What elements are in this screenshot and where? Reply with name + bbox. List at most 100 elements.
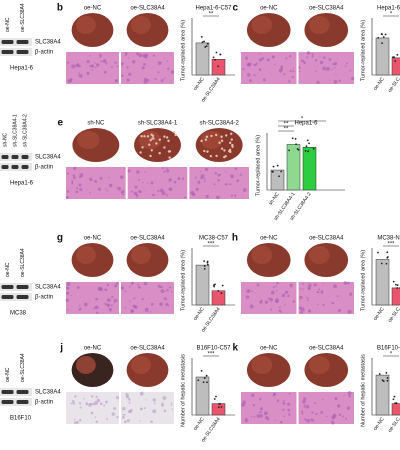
liver-lobe	[309, 16, 330, 34]
histology-cell	[121, 74, 124, 77]
histology-cell	[301, 410, 304, 413]
histology-cell	[343, 281, 347, 285]
group-label: oe-NC	[84, 6, 102, 12]
group-label: oe-NC	[260, 236, 278, 242]
data-dot	[288, 149, 291, 152]
tumor-nodule	[215, 154, 218, 158]
histology-cell	[106, 190, 109, 192]
histology-cell	[322, 282, 324, 285]
histology-cell	[259, 411, 262, 414]
histology-cell	[204, 167, 209, 172]
row-label: β-actin	[35, 295, 53, 301]
histology-cell	[289, 283, 293, 288]
histology-cell	[128, 401, 131, 404]
data-dot	[385, 262, 388, 265]
histology-cell	[170, 402, 173, 404]
histology-cell	[170, 70, 175, 74]
tumor-nodule	[139, 151, 142, 154]
histology-cell	[302, 400, 306, 404]
tumor-nodule	[172, 130, 176, 134]
histology-cell	[217, 179, 220, 182]
data-dot	[206, 381, 208, 384]
x-tick-label: oe-NC	[193, 416, 206, 432]
histology-cell	[316, 290, 320, 294]
data-dot	[200, 35, 203, 38]
row-label: SLC38A4	[35, 285, 61, 291]
histology-cell	[287, 408, 291, 412]
histology-cell	[122, 407, 126, 411]
histology-cell	[266, 417, 270, 421]
x-tick-label: oe-SLC	[387, 416, 400, 434]
histology-cell	[276, 399, 280, 402]
data-dot	[304, 149, 307, 152]
tumor-nodule	[163, 146, 166, 149]
histology-cell	[97, 187, 102, 191]
histology-cell	[128, 72, 132, 76]
histology-cell	[284, 290, 289, 294]
histology-cell	[316, 80, 320, 85]
histology-cell	[111, 412, 115, 416]
panel-letter: g	[57, 233, 63, 244]
histology-cell	[264, 300, 269, 304]
histology-cell	[117, 186, 122, 191]
tumor-nodule	[165, 136, 169, 139]
histology-cell	[133, 297, 136, 300]
histology-cell	[126, 78, 130, 82]
lane-label: oe-NC	[5, 262, 11, 277]
tumor-nodule	[223, 149, 226, 152]
x-tick-label: oe-NC	[373, 416, 386, 432]
panel-letter: e	[57, 118, 63, 129]
y-axis-label: Number of hepatic metastasis	[360, 354, 366, 427]
data-dot	[217, 65, 220, 68]
histology-cell	[288, 392, 291, 395]
histology-cell	[152, 193, 155, 197]
histology-cell	[168, 286, 172, 289]
data-dot	[396, 53, 399, 56]
histology-cell	[270, 308, 273, 311]
histology-cell	[230, 174, 235, 179]
histology-cell	[142, 181, 144, 184]
histology-cell	[76, 286, 80, 289]
histology-cell	[204, 180, 206, 183]
y-axis-label: Number of hepatic metastasis	[180, 354, 186, 427]
histology-cell	[73, 166, 77, 171]
lane-label: oe-SLC38A4	[20, 3, 26, 32]
histology-cell	[164, 297, 167, 301]
bar	[391, 57, 400, 76]
histology-cell	[132, 60, 136, 64]
row-label: β-actin	[35, 165, 53, 171]
histology-cell	[144, 307, 149, 312]
data-dot	[214, 58, 217, 61]
data-dot	[380, 33, 383, 35]
data-dot	[382, 380, 385, 382]
histology-cell	[335, 73, 337, 75]
histology-cell	[197, 180, 201, 184]
histology-cell	[99, 53, 102, 57]
histology-cell	[94, 179, 98, 183]
histology-cell	[319, 60, 324, 65]
histology-cell	[106, 298, 111, 303]
histology-cell	[124, 306, 127, 309]
histology-cell	[258, 397, 262, 401]
tumor-nodule	[200, 139, 203, 143]
histology-cell	[337, 404, 341, 408]
histology-cell	[299, 295, 303, 300]
chart-title: MC38-C57	[199, 236, 229, 242]
histology-cell	[141, 298, 144, 301]
blot-band	[11, 155, 19, 159]
histology-cell	[278, 309, 282, 313]
histology-cell	[194, 176, 197, 179]
tumor-nodule	[146, 135, 150, 138]
histology-cell	[116, 416, 119, 419]
histology-cell	[301, 283, 304, 285]
data-dot	[377, 251, 379, 254]
histology-cell	[346, 62, 348, 65]
histology-cell	[138, 178, 140, 181]
significance-label: *	[390, 352, 393, 358]
histology-cell	[249, 304, 254, 309]
histology-cell	[282, 408, 285, 411]
data-dot	[394, 283, 397, 286]
histology-cell	[167, 60, 169, 62]
histology-cell	[67, 61, 70, 64]
data-dot	[203, 265, 206, 267]
